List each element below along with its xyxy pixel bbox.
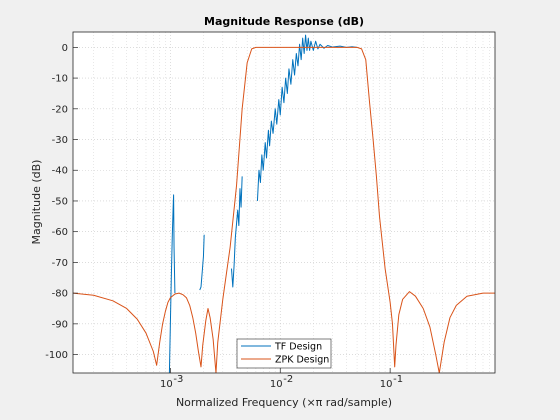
series-line-zpk-design [73, 46, 495, 373]
x-tick-label-exponent: -3 [173, 374, 183, 385]
y-tick-label: -50 [52, 196, 68, 207]
y-tick-label: -40 [52, 166, 68, 177]
y-tick-label: 0 [62, 43, 68, 54]
series-line-tf-design [199, 234, 205, 291]
x-tick-label: 10 [380, 379, 393, 390]
y-tick-label: -100 [45, 350, 68, 361]
legend-label-zpk-design: ZPK Design [275, 355, 329, 366]
series-line-tf-design [168, 194, 176, 373]
plot-area-frame [72, 31, 496, 374]
y-tick-label: -30 [52, 135, 68, 146]
y-tick-label: -70 [52, 258, 68, 269]
y-tick-label: -10 [52, 74, 68, 85]
y-tick-label: -80 [52, 289, 68, 300]
y-tick-label: -60 [52, 227, 68, 238]
y-axis-label: Magnitude (dB) [30, 160, 43, 245]
x-tick-label: 10 [270, 379, 283, 390]
grid-lines [73, 32, 495, 373]
series-lines [73, 34, 495, 373]
legend-label-tf-design: TF Design [274, 342, 322, 353]
x-tick-label-exponent: -2 [283, 374, 293, 385]
x-tick-label-exponent: -1 [393, 374, 403, 385]
legend: TF Design ZPK Design [236, 338, 332, 369]
legend-box [236, 338, 332, 369]
chart-title: Magnitude Response (dB) [204, 15, 364, 28]
series-line-tf-design [231, 176, 243, 288]
x-axis-label: Normalized Frequency (×π rad/sample) [176, 396, 392, 409]
x-tick-label: 10 [160, 379, 173, 390]
axis-ticks: 10 -3 10 -2 10 -10-10-20-30-40-50-60-70-80-90… [45, 43, 403, 390]
y-tick-label: -90 [52, 319, 68, 330]
plot-area-background [73, 32, 495, 373]
series-line-tf-design [256, 34, 358, 201]
y-tick-label: -20 [52, 104, 68, 115]
